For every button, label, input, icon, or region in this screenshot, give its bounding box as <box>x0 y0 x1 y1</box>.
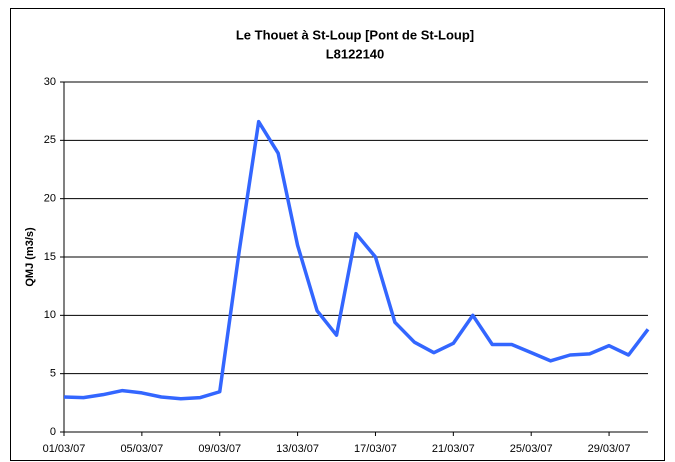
chart-title: Le Thouet à St-Loup [Pont de St-Loup] <box>236 27 474 42</box>
data-line <box>63 119 650 401</box>
x-tick-label: 09/03/07 <box>198 443 241 455</box>
x-tick-label: 01/03/07 <box>43 443 86 455</box>
y-tick-label: 20 <box>44 193 56 205</box>
y-tick-label: 10 <box>44 309 56 321</box>
x-tick-label: 17/03/07 <box>354 443 397 455</box>
y-tick-label: 30 <box>44 76 56 88</box>
x-tick-label: 05/03/07 <box>120 443 163 455</box>
y-tick-label: 25 <box>44 134 56 146</box>
chart-subtitle: L8122140 <box>326 46 385 61</box>
x-tick-label: 25/03/07 <box>510 443 553 455</box>
y-axis-title: QMJ (m3/s) <box>24 227 36 287</box>
y-tick-label: 0 <box>50 426 56 438</box>
y-tick-label: 15 <box>44 251 56 263</box>
x-tick-label: 29/03/07 <box>588 443 631 455</box>
x-tick-label: 21/03/07 <box>432 443 475 455</box>
y-tick-label: 5 <box>50 368 56 380</box>
x-tick-label: 13/03/07 <box>276 443 319 455</box>
chart-frame <box>10 8 665 461</box>
